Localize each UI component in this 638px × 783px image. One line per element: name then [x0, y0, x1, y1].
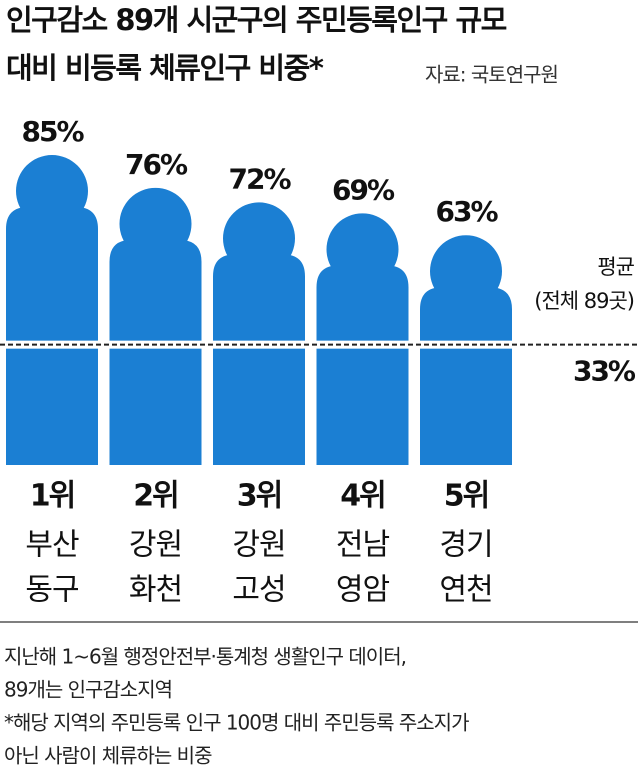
average-label: (전체 89곳) — [534, 289, 634, 313]
person-bar — [109, 187, 202, 465]
person-bar — [6, 155, 98, 465]
value-label: 69% — [332, 173, 395, 206]
region-label: 화천 — [129, 573, 182, 608]
note: *해당 지역의 주민등록 인구 100명 대비 주민등록 주소지가 — [4, 711, 469, 735]
region-label: 전남 — [336, 528, 390, 563]
region-label: 강원 — [129, 528, 182, 563]
source: 자료: 국토연구원 — [425, 63, 558, 87]
rank-label: 4위 — [340, 479, 384, 514]
value-label: 76% — [125, 148, 188, 181]
title: 인구감소 89개 시군구의 주민등록인구 규모 — [6, 3, 507, 37]
rank-label: 2위 — [133, 479, 177, 514]
region-label: 연천 — [439, 573, 492, 608]
rank-label: 5위 — [444, 479, 488, 514]
note: 지난해 1~6월 행정안전부·통계청 생활인구 데이터, — [4, 645, 406, 669]
rank-label: 1위 — [30, 479, 74, 514]
person-bar — [420, 235, 512, 465]
average-gap — [0, 340, 540, 349]
region-label: 경기 — [439, 528, 492, 563]
note: 아닌 사람이 체류하는 비중 — [4, 744, 212, 768]
value-label: 72% — [228, 162, 291, 195]
region-label: 동구 — [25, 573, 78, 608]
average-value: 33% — [573, 355, 636, 388]
average-label: 평균 — [597, 255, 634, 279]
title: 대비 비등록 체류인구 비중* — [6, 51, 324, 85]
note: 89개는 인구감소지역 — [4, 678, 172, 702]
value-label: 85% — [21, 115, 84, 148]
region-label: 고성 — [232, 573, 285, 608]
person-bar — [316, 213, 409, 465]
person-bar — [213, 202, 305, 465]
region-label: 강원 — [232, 528, 285, 563]
region-label: 부산 — [25, 528, 79, 563]
value-label: 63% — [435, 195, 498, 228]
rank-label: 3위 — [237, 479, 281, 514]
region-label: 영암 — [336, 573, 390, 608]
